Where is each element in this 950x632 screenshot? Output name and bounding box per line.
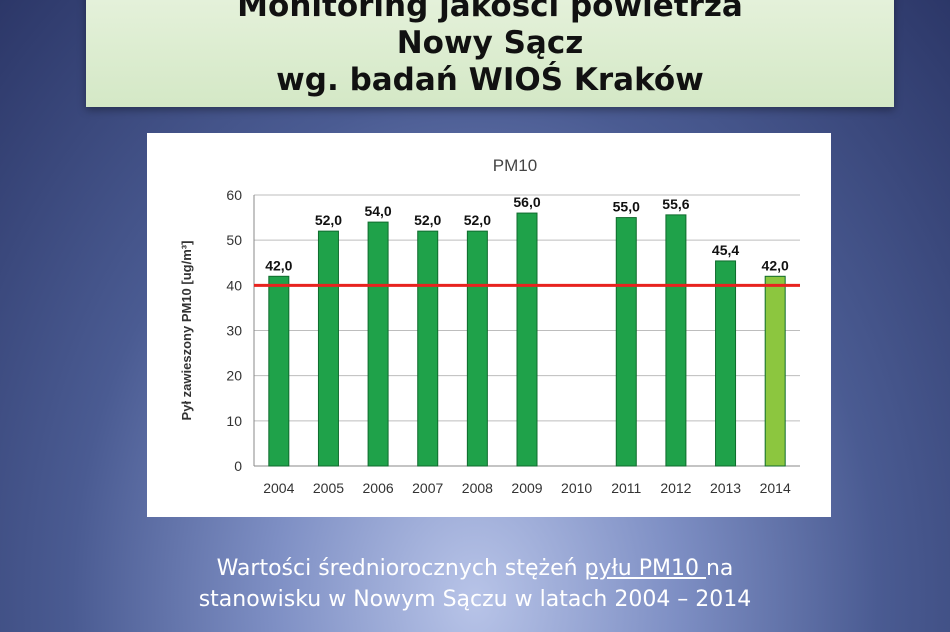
bar-2008 <box>466 230 488 467</box>
y-tick-label: 50 <box>226 232 242 248</box>
data-label-2014: 42,0 <box>762 257 789 273</box>
bar-2004 <box>268 275 290 467</box>
x-tick-label: 2007 <box>412 480 443 496</box>
data-label-2005: 52,0 <box>315 212 342 228</box>
caption-text-1: Wartości średniorocznych stężeń <box>216 556 585 581</box>
y-tick-label: 20 <box>226 368 242 384</box>
y-tick-label: 10 <box>226 413 242 429</box>
caption-line-2: stanowisku w Nowym Sączu w latach 2004 –… <box>198 587 752 612</box>
data-label-2012: 55,6 <box>662 196 689 212</box>
title-banner: Monitoring jakości powietrza Nowy Sącz w… <box>86 0 894 107</box>
bar-2014 <box>764 275 786 467</box>
x-tick-label: 2011 <box>611 480 641 496</box>
bar-2011 <box>615 217 637 467</box>
caption-line-1: Wartości średniorocznych stężeń pyłu PM1… <box>0 553 950 584</box>
bar-2006 <box>367 221 389 467</box>
x-tick-label: 2005 <box>313 480 344 496</box>
caption-text-2: na <box>705 556 734 581</box>
x-tick-label: 2006 <box>363 480 394 496</box>
title-line-1: Monitoring jakości powietrza <box>237 0 743 24</box>
data-label-2008: 52,0 <box>464 212 491 228</box>
bar-2007 <box>417 230 439 467</box>
chart-panel: PM10 0 10 20 30 40 50 60 Pył zawieszony PM10 [ug… <box>147 133 831 517</box>
x-tick-label: 2008 <box>462 480 493 496</box>
pm10-bar-chart: PM10 0 10 20 30 40 50 60 Pył zawieszony PM10 [ug… <box>179 156 800 496</box>
caption-link[interactable]: pyłu PM10 <box>584 556 706 581</box>
data-label-2009: 56,0 <box>513 194 540 210</box>
y-tick-label: 30 <box>226 323 242 339</box>
bar-2012 <box>665 214 687 467</box>
x-tick-label: 2013 <box>710 480 741 496</box>
y-axis-label: Pył zawieszony PM10 [ug/m³] <box>179 241 194 421</box>
y-tick-label: 60 <box>226 187 242 203</box>
chart-title: PM10 <box>493 156 537 175</box>
x-tick-label: 2009 <box>511 480 542 496</box>
bar-2005 <box>317 230 339 467</box>
y-tick-label: 40 <box>226 277 242 293</box>
data-label-2004: 42,0 <box>265 257 292 273</box>
x-tick-label: 2014 <box>760 480 791 496</box>
data-label-2006: 54,0 <box>364 203 391 219</box>
x-tick-label: 2004 <box>263 480 294 496</box>
bar-2009 <box>516 212 538 467</box>
data-label-2013: 45,4 <box>712 242 739 258</box>
x-tick-label: 2012 <box>660 480 691 496</box>
bar-2013 <box>715 260 737 467</box>
title-line-3: wg. badań WIOŚ Kraków <box>276 62 704 98</box>
title-line-2: Nowy Sącz <box>396 25 584 61</box>
x-tick-label: 2010 <box>561 480 592 496</box>
caption: Wartości średniorocznych stężeń pyłu PM1… <box>0 553 950 615</box>
y-tick-label: 0 <box>234 458 242 474</box>
data-label-2011: 55,0 <box>613 199 640 215</box>
data-label-2007: 52,0 <box>414 212 441 228</box>
